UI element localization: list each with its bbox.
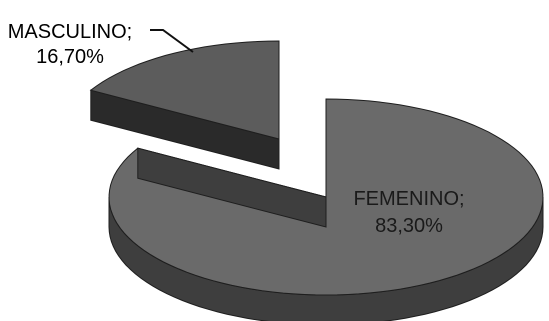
slice-femenino: [108, 98, 544, 321]
leader-line-masculino: [150, 29, 194, 53]
label-masculino-value: 16,70%: [36, 46, 104, 68]
slice-masculino: [89, 40, 280, 170]
label-masculino-category: MASCULINO;: [8, 21, 132, 43]
slice-femenino-cut-face: [137, 147, 327, 228]
label-femenino-value: 83,30%: [375, 215, 443, 237]
label-femenino-category: FEMENINO;: [353, 188, 464, 210]
label-femenino: FEMENINO; 83,30%: [353, 188, 464, 237]
label-masculino: MASCULINO; 16,70%: [8, 21, 132, 68]
slice-masculino-top: [89, 40, 280, 140]
